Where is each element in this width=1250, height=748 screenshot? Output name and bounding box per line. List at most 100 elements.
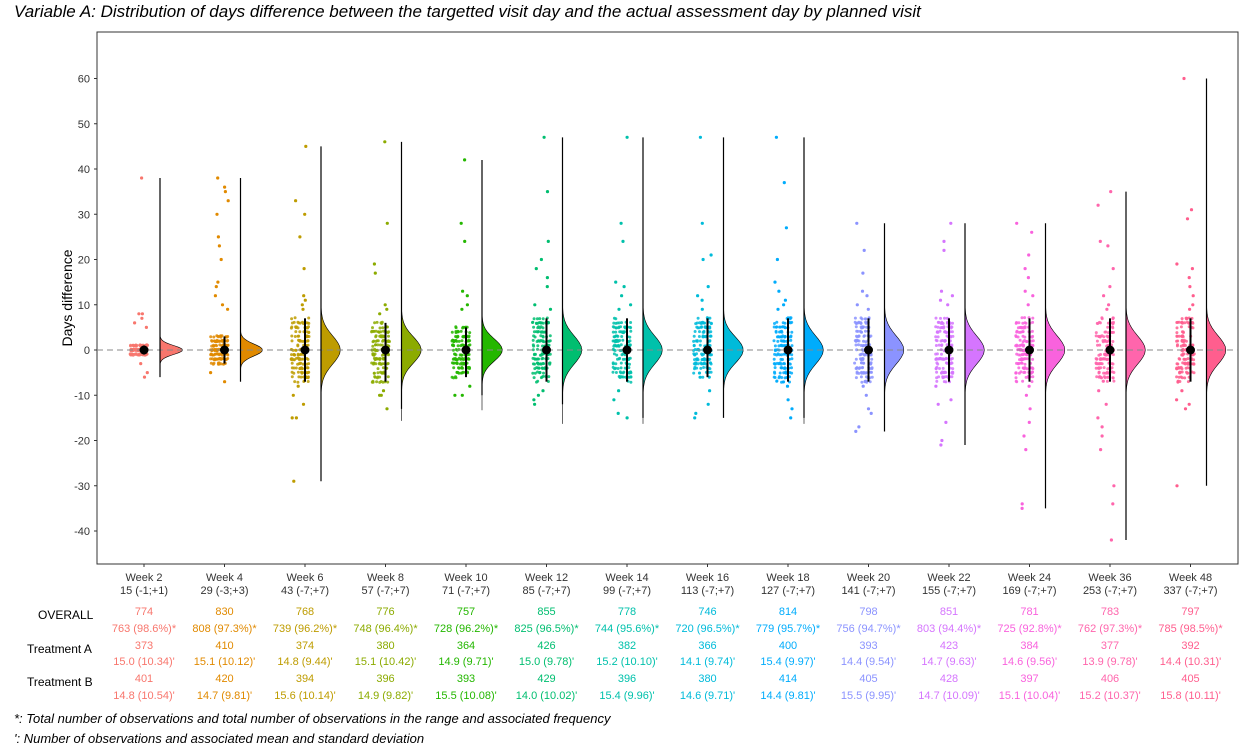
- y-tick-label: 10: [78, 300, 90, 312]
- y-tick-label: -20: [74, 436, 90, 448]
- data-point: [938, 367, 941, 370]
- data-point-outlier: [938, 298, 943, 302]
- table-cell: 14.8 (10.54)': [113, 690, 175, 702]
- data-point: [617, 326, 621, 330]
- data-point: [696, 326, 700, 330]
- data-point: [452, 339, 455, 342]
- data-point-outlier: [1100, 434, 1104, 438]
- data-point-outlier: [946, 303, 950, 307]
- data-point-outlier: [216, 176, 220, 180]
- data-point: [862, 339, 865, 343]
- data-point: [943, 330, 947, 334]
- data-point: [455, 358, 459, 362]
- data-point-outlier: [223, 185, 227, 189]
- data-point: [937, 320, 941, 324]
- data-point: [129, 343, 133, 347]
- data-point-outlier: [612, 398, 616, 402]
- table-cell: 746: [698, 606, 717, 618]
- data-point: [216, 361, 220, 365]
- data-point: [468, 331, 472, 335]
- data-point: [1187, 362, 1190, 366]
- data-point: [774, 330, 778, 334]
- data-point: [541, 339, 545, 343]
- data-point: [461, 366, 465, 370]
- data-point: [702, 357, 706, 361]
- y-axis-label: Days difference: [59, 249, 75, 346]
- data-point: [692, 352, 696, 356]
- data-point: [934, 316, 938, 320]
- data-point-outlier: [949, 221, 953, 225]
- data-point: [1184, 339, 1188, 343]
- table-cell: 14.0 (10.02)': [515, 690, 578, 702]
- data-point: [455, 370, 459, 374]
- data-point: [943, 339, 947, 343]
- data-point: [1106, 325, 1110, 329]
- data-point: [300, 357, 303, 361]
- data-point-outlier: [463, 239, 467, 243]
- data-point: [698, 339, 702, 343]
- data-point: [1177, 366, 1181, 370]
- data-point: [859, 375, 863, 379]
- data-point: [1018, 353, 1022, 357]
- data-point-outlier: [292, 479, 296, 483]
- data-point: [1030, 329, 1034, 333]
- data-point: [1094, 362, 1098, 366]
- data-point: [381, 329, 385, 333]
- data-point: [1185, 371, 1189, 375]
- data-point-outlier: [706, 402, 710, 406]
- data-point: [376, 371, 380, 375]
- x-tick-label: Week 48: [1169, 572, 1212, 584]
- data-point: [290, 353, 293, 357]
- data-point: [698, 375, 702, 379]
- data-point-outlier: [1023, 267, 1027, 271]
- data-point: [701, 321, 705, 325]
- data-point-outlier: [226, 199, 230, 203]
- data-point: [1178, 380, 1182, 383]
- data-point: [692, 343, 696, 347]
- data-point: [1021, 357, 1025, 361]
- data-point: [935, 370, 939, 374]
- x-tick-label: Week 10: [444, 572, 487, 584]
- data-point: [790, 366, 793, 370]
- data-point-outlier: [465, 303, 469, 307]
- table-cell: 14.7 (9.81)': [196, 690, 253, 702]
- table-cell: 377: [1100, 640, 1120, 652]
- data-point-outlier: [460, 393, 464, 397]
- data-point: [611, 370, 615, 374]
- data-point-outlier: [1188, 285, 1192, 289]
- data-point: [1030, 335, 1034, 339]
- median-point: [1186, 345, 1195, 355]
- x-tick-label: Week 24: [1008, 572, 1051, 584]
- data-point: [620, 321, 623, 325]
- data-point: [532, 334, 536, 338]
- data-point-outlier: [625, 135, 629, 139]
- data-point: [450, 330, 454, 334]
- data-point: [380, 335, 384, 339]
- data-point: [540, 357, 544, 361]
- table-cell: 374: [295, 640, 315, 652]
- data-point: [381, 339, 385, 343]
- data-point: [129, 352, 133, 356]
- data-point: [1175, 331, 1179, 335]
- data-point: [870, 375, 874, 379]
- data-point: [698, 371, 702, 375]
- table-cell: 14.4 (9.81)': [760, 690, 816, 702]
- data-point-outlier: [460, 307, 464, 311]
- data-point: [374, 329, 378, 333]
- data-point: [1094, 334, 1098, 338]
- data-point: [937, 343, 941, 347]
- data-point-outlier: [303, 298, 307, 302]
- data-point-outlier: [694, 411, 698, 415]
- data-point: [373, 321, 377, 325]
- data-point-outlier: [1096, 203, 1100, 207]
- x-tick-label: Week 14: [605, 572, 648, 584]
- data-point: [1111, 362, 1115, 366]
- data-point: [460, 339, 464, 343]
- data-point-outlier: [534, 267, 538, 271]
- data-point-outlier: [1030, 230, 1034, 234]
- data-point: [708, 361, 712, 365]
- data-point-outlier: [140, 316, 144, 320]
- data-point: [1015, 352, 1019, 356]
- data-point: [220, 339, 223, 343]
- table-cell: 14.6 (9.71)': [679, 690, 736, 702]
